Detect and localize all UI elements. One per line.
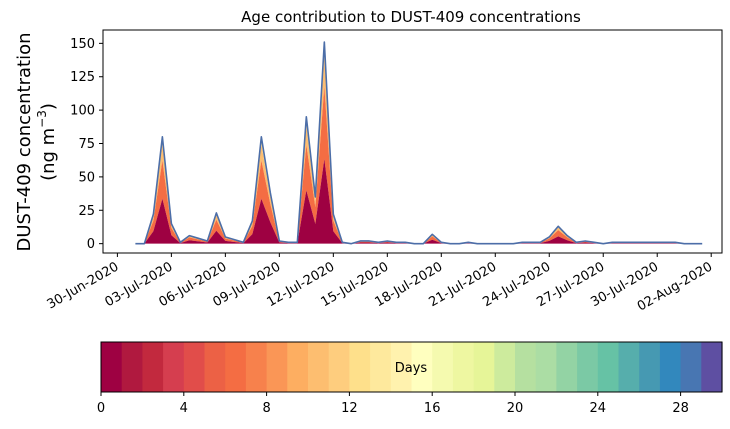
colorbar-bin (473, 342, 495, 392)
y-axis-label-line1: DUST-409 concentration (14, 32, 35, 251)
total-series-line (135, 41, 703, 245)
colorbar-bin (597, 342, 620, 392)
age-band-area-1 (135, 86, 703, 244)
colorbar-tick-label: 16 (424, 401, 441, 416)
colorbar-bin (266, 342, 288, 392)
colorbar-bin (287, 342, 309, 392)
axes: 025507510012515030-Jun-202003-Jul-202006… (45, 29, 723, 315)
colorbar-bin (245, 342, 268, 392)
colorbar-tick-label: 8 (262, 401, 270, 416)
age-band-area-5 (135, 42, 703, 244)
colorbar-bin (515, 342, 537, 392)
colorbar-tick-label: 12 (341, 401, 358, 416)
colorbar-tick-label: 28 (672, 401, 689, 416)
colorbar-bin (163, 342, 185, 392)
colorbar-tick-label: 24 (590, 401, 607, 416)
colorbar-bin (183, 342, 206, 392)
y-axis-label-line2: (ng m−3) (35, 103, 59, 181)
chart-title: Age contribution to DUST-409 concentrati… (241, 8, 581, 26)
y-axis-unit: (ng m (38, 128, 59, 181)
age-band-area-4 (135, 44, 703, 244)
colorbar-bin (432, 342, 454, 392)
colorbar-bin (411, 342, 433, 392)
colorbar-bin (225, 342, 247, 392)
plot-frame (102, 29, 723, 254)
colorbar-label: Days (395, 361, 428, 376)
colorbar-bin (452, 342, 475, 392)
colorbar-tick-label: 20 (507, 401, 524, 416)
colorbar-bin (328, 342, 350, 392)
colorbar-bin (349, 342, 371, 392)
colorbar-bin (659, 342, 682, 392)
colorbar-bin (390, 342, 413, 392)
colorbar-bin (639, 342, 661, 392)
colorbar-tick-label: 4 (180, 401, 188, 416)
colorbar-bin (494, 342, 516, 392)
y-tick-label: 50 (78, 170, 95, 185)
colorbar-frame (100, 341, 723, 393)
y-tick-label: 0 (87, 237, 95, 252)
colorbar-bin (370, 342, 392, 392)
colorbar-bin (204, 342, 226, 392)
colorbar-bin (535, 342, 557, 392)
y-tick-label: 25 (78, 204, 95, 219)
y-tick-label: 150 (70, 37, 95, 52)
y-axis-unit-exponent: −3 (35, 110, 49, 128)
y-tick-label: 125 (70, 70, 95, 85)
y-axis-label: DUST-409 concentration (ng m−3) (14, 32, 59, 251)
age-band-area-3 (135, 48, 703, 244)
colorbar-bin (680, 342, 702, 392)
colorbar-tick-label: 0 (97, 401, 105, 416)
colorbar-bin (618, 342, 640, 392)
y-tick-label: 100 (70, 104, 95, 119)
colorbar-bin (556, 342, 578, 392)
age-band-area-2 (135, 56, 703, 244)
colorbar-bin (701, 342, 723, 392)
plot-area (135, 41, 703, 245)
colorbar: Days 0 4 8 12 16 20 24 28 (97, 341, 723, 416)
y-tick-label: 75 (78, 137, 95, 152)
colorbar-bin (121, 342, 143, 392)
y-axis-unit-close: ) (38, 103, 59, 110)
colorbar-bin (142, 342, 164, 392)
colorbar-bin (577, 342, 599, 392)
colorbar-bin (101, 342, 123, 392)
colorbar-bin (308, 342, 330, 392)
